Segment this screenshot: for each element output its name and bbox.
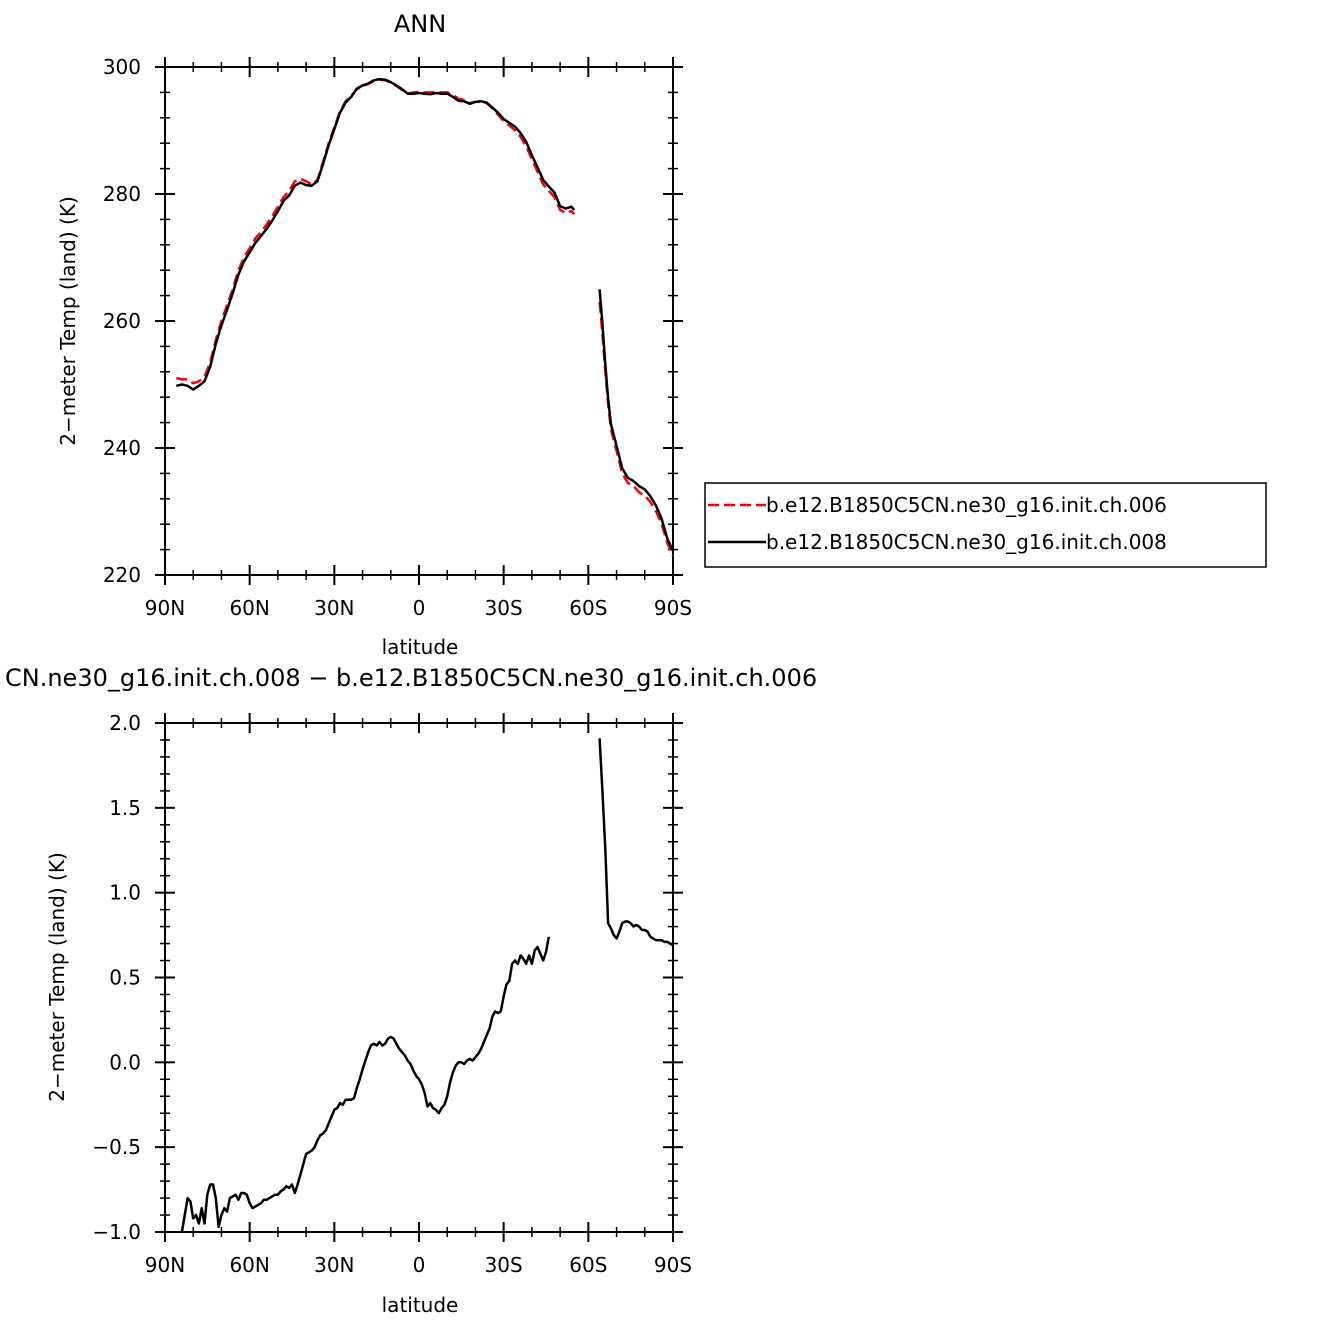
bottom-y-tick-label: 0.0 xyxy=(109,1050,141,1074)
bottom-axis-ticks: 90N 60N 30N 0 30S 60S 90S −1.0 −0.5 0.0 0.5 1.0 1.5 2… xyxy=(92,711,692,1277)
top-series-1-segment-1 xyxy=(598,289,675,552)
bottom-x-tick-label: 90N xyxy=(145,1253,185,1277)
bottom-y-tick-label: −1.0 xyxy=(92,1220,141,1244)
bottom-series-lines xyxy=(180,738,674,1233)
legend-label-008: b.e12.B1850C5CN.ne30_g16.init.ch.008 xyxy=(766,530,1167,554)
top-y-axis-label: 2−meter Temp (land) (K) xyxy=(56,196,80,446)
bottom-x-tick-label: 30S xyxy=(485,1253,523,1277)
bottom-y-tick-label: 0.5 xyxy=(109,966,141,990)
top-y-tick-label: 220 xyxy=(103,563,141,587)
bottom-y-tick-label: 1.0 xyxy=(109,881,141,905)
bottom-x-tick-label: 60S xyxy=(569,1253,607,1277)
bottom-x-tick-label: 90S xyxy=(654,1253,692,1277)
top-x-tick-label: 30N xyxy=(314,596,354,620)
bottom-x-axis-label: latitude xyxy=(382,1293,459,1317)
bottom-plot-frame xyxy=(164,722,674,1233)
top-panel-temperature: ANN 90N 60N 30N 0 30S 60S 90S 220 240 260 280 300 l… xyxy=(56,10,692,659)
bottom-y-tick-label: −0.5 xyxy=(92,1135,141,1159)
top-y-tick-label: 280 xyxy=(103,182,141,206)
bottom-y-tick-label: 2.0 xyxy=(109,711,141,735)
top-x-tick-label: 60S xyxy=(569,596,607,620)
bottom-series-0-segment-1 xyxy=(598,738,674,947)
legend-box xyxy=(704,482,1267,568)
top-x-tick-label: 30S xyxy=(485,596,523,620)
top-x-tick-label: 60N xyxy=(229,596,269,620)
top-chart-title: ANN xyxy=(394,10,446,38)
legend-label-006: b.e12.B1850C5CN.ne30_g16.init.ch.006 xyxy=(766,493,1167,517)
top-series-lines xyxy=(176,77,675,557)
top-series-0-segment-0 xyxy=(176,78,576,385)
top-plot-frame xyxy=(164,66,674,576)
bottom-chart-title: CN.ne30_g16.init.ch.008 − b.e12.B1850C5C… xyxy=(5,664,817,692)
bottom-series-0-segment-0 xyxy=(180,936,551,1233)
bottom-y-tick-label: 1.5 xyxy=(109,796,141,820)
top-series-1-segment-0 xyxy=(176,77,576,391)
top-axis-ticks: 90N 60N 30N 0 30S 60S 90S 220 240 260 280 300 xyxy=(103,55,692,620)
top-y-tick-label: 240 xyxy=(103,436,141,460)
top-x-tick-label: 90N xyxy=(145,596,185,620)
top-x-tick-label: 0 xyxy=(413,596,426,620)
bottom-x-tick-label: 0 xyxy=(413,1253,426,1277)
top-x-axis-label: latitude xyxy=(382,635,459,659)
top-y-tick-label: 300 xyxy=(103,55,141,79)
bottom-x-tick-label: 60N xyxy=(229,1253,269,1277)
bottom-y-axis-label: 2−meter Temp (land) (K) xyxy=(45,852,69,1102)
top-x-tick-label: 90S xyxy=(654,596,692,620)
bottom-x-tick-label: 30N xyxy=(314,1253,354,1277)
top-y-tick-label: 260 xyxy=(103,309,141,333)
legend: b.e12.B1850C5CN.ne30_g16.init.ch.006 b.e… xyxy=(704,482,1267,568)
bottom-panel-difference: CN.ne30_g16.init.ch.008 − b.e12.B1850C5C… xyxy=(5,664,817,1317)
